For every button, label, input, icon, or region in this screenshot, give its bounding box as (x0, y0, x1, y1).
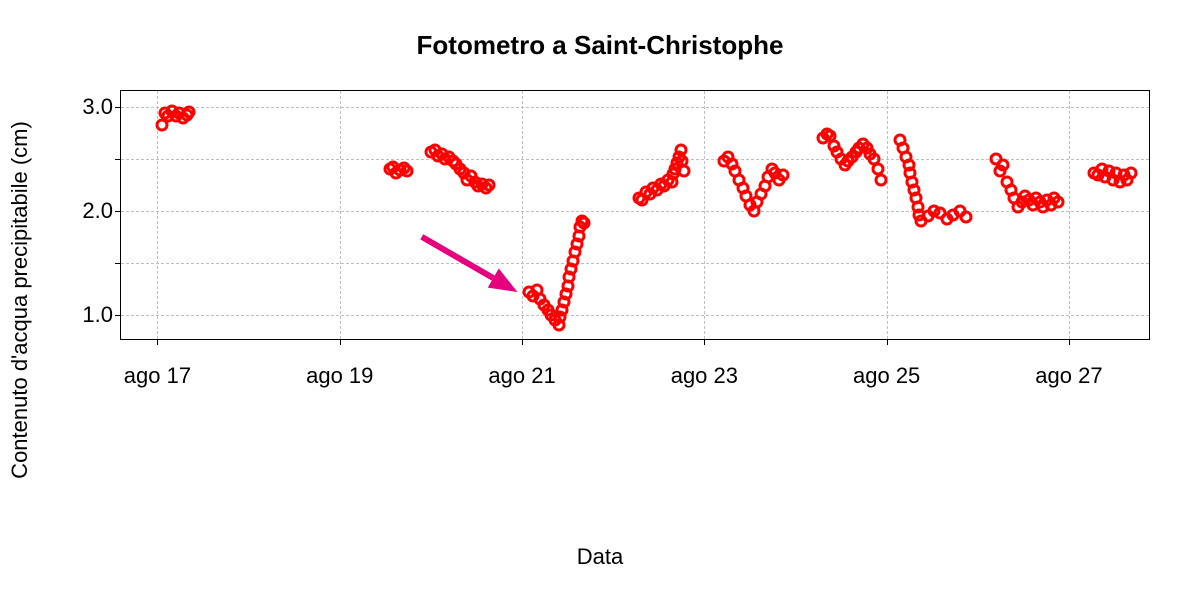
x-axis-label: Data (0, 544, 1200, 570)
data-point (776, 169, 789, 182)
y-tick-label: 2.0 (82, 198, 121, 224)
data-point (875, 173, 888, 186)
x-tick-label: ago 27 (1035, 339, 1102, 389)
plot-area: 1.02.03.0ago 17ago 19ago 21ago 23ago 25a… (120, 90, 1150, 340)
gridline-vertical (704, 91, 705, 339)
y-tick-mark (115, 159, 121, 160)
gridline-horizontal (121, 107, 1149, 108)
chart-title: Fotometro a Saint-Christophe (0, 30, 1200, 61)
data-point (483, 178, 496, 191)
gridline-vertical (340, 91, 341, 339)
gridline-vertical (1069, 91, 1070, 339)
data-point (678, 165, 691, 178)
x-tick-label: ago 19 (306, 339, 373, 389)
data-point (401, 165, 414, 178)
y-tick-label: 3.0 (82, 94, 121, 120)
data-point (183, 105, 196, 118)
y-tick-label: 1.0 (82, 302, 121, 328)
y-axis-label: Contenuto d'acqua precipitabile (cm) (7, 121, 33, 479)
annotation-arrow (121, 91, 1151, 341)
data-point (578, 217, 591, 230)
gridline-vertical (887, 91, 888, 339)
gridline-horizontal (121, 211, 1149, 212)
chart-container: Fotometro a Saint-Christophe Contenuto d… (0, 0, 1200, 600)
data-point (997, 158, 1010, 171)
data-point (1052, 196, 1065, 209)
x-tick-label: ago 21 (488, 339, 555, 389)
gridline-horizontal (121, 315, 1149, 316)
y-tick-mark (115, 263, 121, 264)
data-point (1124, 167, 1137, 180)
x-tick-label: ago 17 (124, 339, 191, 389)
gridline-vertical (522, 91, 523, 339)
x-tick-label: ago 25 (853, 339, 920, 389)
gridline-horizontal (121, 263, 1149, 264)
x-tick-label: ago 23 (671, 339, 738, 389)
data-point (959, 211, 972, 224)
